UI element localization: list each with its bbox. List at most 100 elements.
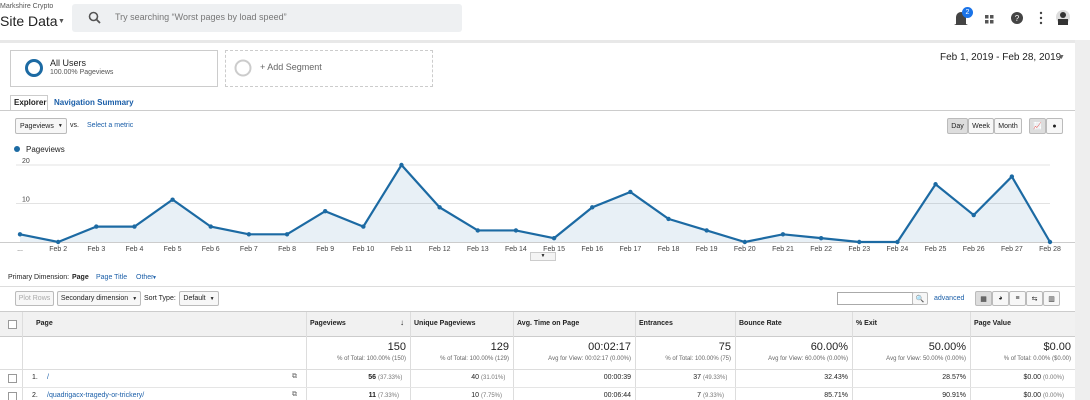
view-toggle[interactable]: ◕ xyxy=(992,291,1009,306)
column-header[interactable]: Avg. Time on Page xyxy=(517,320,580,327)
sort-value: Default xyxy=(183,295,206,302)
view-toggle[interactable]: ▦ xyxy=(975,291,992,306)
line xyxy=(19,163,1051,244)
column-divider xyxy=(852,312,853,400)
column-header[interactable]: Entrances xyxy=(639,320,673,327)
date-range[interactable]: Feb 1, 2019 - Feb 28, 2019 xyxy=(940,52,1062,63)
table-search[interactable] xyxy=(837,292,913,305)
point xyxy=(704,228,709,233)
metric-label: Pageviews xyxy=(20,122,54,130)
panel-edge xyxy=(0,40,1075,43)
segment-ring xyxy=(25,59,43,77)
point xyxy=(246,232,252,237)
column-divider xyxy=(635,312,636,400)
column-header[interactable]: Bounce Rate xyxy=(739,320,782,327)
checkbox[interactable] xyxy=(8,392,17,400)
plot-rows-button[interactable]: Plot Rows xyxy=(15,291,54,306)
table-search-button[interactable]: 🔍 xyxy=(912,292,928,305)
cell-value: $0.00 xyxy=(1023,392,1041,399)
point xyxy=(17,232,23,237)
x-tick-label: Feb 10 xyxy=(352,246,374,253)
add-segment[interactable]: + Add Segment xyxy=(260,62,322,72)
total-value: 75 xyxy=(718,341,731,353)
segment-card[interactable] xyxy=(10,50,218,87)
x-tick-label: Feb 25 xyxy=(925,246,947,253)
cell-value: 37 xyxy=(693,374,701,381)
granularity-button[interactable]: Day xyxy=(947,118,968,134)
checkbox[interactable] xyxy=(8,374,17,383)
page-link[interactable]: / xyxy=(47,374,49,381)
advanced-link[interactable]: advanced xyxy=(934,295,965,302)
view-toggle[interactable]: ≡ xyxy=(1009,291,1026,306)
point xyxy=(551,235,557,241)
point xyxy=(399,162,404,168)
legend-marker xyxy=(14,146,20,152)
tab-label[interactable]: Navigation Summary xyxy=(54,98,134,107)
tab-label[interactable]: Explorer xyxy=(14,98,47,107)
metric-select[interactable]: Pageviews ▼ xyxy=(15,118,67,134)
open-link-icon[interactable]: ⧉ xyxy=(292,373,297,380)
dimension-option[interactable]: Page xyxy=(72,274,89,281)
point xyxy=(666,216,671,222)
dimension-option[interactable]: Page Title xyxy=(96,274,128,281)
column-header[interactable]: % Exit xyxy=(856,320,878,327)
column-header[interactable]: Page xyxy=(36,320,53,327)
cell-value: 7 xyxy=(697,392,701,399)
table-row xyxy=(0,387,1075,400)
column-divider xyxy=(22,312,23,400)
sort-label: Sort Type: xyxy=(144,295,176,302)
page-link[interactable]: /quadrigacx-tragedy-or-trickery/ xyxy=(47,392,145,399)
secondary-dimension[interactable]: Secondary dimension ▼ xyxy=(57,291,141,306)
total-detail: % of Total: 100.00% (129) xyxy=(440,356,509,362)
dimension-label: Primary Dimension: xyxy=(8,274,70,281)
x-tick-label: Feb 17 xyxy=(619,246,641,253)
other-arrow[interactable]: ▼ xyxy=(152,275,157,281)
granularity-button[interactable]: Week xyxy=(968,118,994,134)
sort-select[interactable]: Default ▼ xyxy=(179,291,219,306)
tab-line xyxy=(0,110,1075,111)
select-arrow: ▼ xyxy=(57,123,63,129)
search-box[interactable] xyxy=(72,4,462,32)
column-divider xyxy=(970,312,971,400)
line-chart-toggle[interactable]: 📈 xyxy=(1029,118,1046,134)
point xyxy=(742,239,748,245)
dropdown-arrow[interactable]: ▼ xyxy=(58,18,65,25)
motion-chart-toggle[interactable]: ● xyxy=(1046,118,1063,134)
total-detail: Avg for View: 50.00% (0.00%) xyxy=(886,356,966,362)
x-tick-label: Feb 16 xyxy=(581,246,603,253)
chart-resize-handle[interactable]: ▼ xyxy=(530,252,556,261)
sort-arrow[interactable]: ↓ xyxy=(400,318,404,327)
point xyxy=(590,205,595,210)
property-name[interactable]: Site Data xyxy=(0,13,58,29)
column-header[interactable]: Page Value xyxy=(974,320,1011,327)
x-tick-label: Feb 8 xyxy=(278,246,296,253)
column-header[interactable]: Unique Pageviews xyxy=(414,320,476,327)
x-tick-label: Feb 11 xyxy=(391,246,412,253)
select-arrow: ▼ xyxy=(209,295,215,302)
granularity-button[interactable]: Month xyxy=(994,118,1022,134)
view-toggle[interactable]: ⇆ xyxy=(1026,291,1043,306)
total-value: 129 xyxy=(490,341,509,353)
y-tick-label: 10 xyxy=(22,197,30,204)
point xyxy=(55,239,61,245)
total-detail: % of Total: 100.00% (75) xyxy=(665,356,731,362)
view-toggle[interactable]: ▥ xyxy=(1043,291,1060,306)
total-value: 60.00% xyxy=(810,341,848,353)
date-arrow[interactable]: ▼ xyxy=(1058,54,1065,61)
point xyxy=(94,224,99,229)
dimension-option[interactable]: Other xyxy=(136,274,154,281)
total-detail: Avg for View: 60.00% (0.00%) xyxy=(768,356,848,362)
checkbox[interactable] xyxy=(8,320,17,329)
column-header[interactable]: Pageviews xyxy=(310,320,346,327)
x-tick-label: Feb 7 xyxy=(240,246,258,253)
search-placeholder: Try searching “Worst pages by load speed… xyxy=(115,12,287,22)
tab-active[interactable] xyxy=(10,95,48,110)
x-tick-label: Feb 26 xyxy=(963,246,985,253)
total-value: $0.00 xyxy=(1043,341,1071,353)
x-tick-label: Feb 23 xyxy=(848,246,870,253)
select-metric[interactable]: Select a metric xyxy=(87,122,134,129)
column-divider xyxy=(306,312,307,400)
add-segment-card[interactable] xyxy=(225,50,433,87)
header-row xyxy=(0,312,1075,337)
open-link-icon[interactable]: ⧉ xyxy=(292,391,297,398)
